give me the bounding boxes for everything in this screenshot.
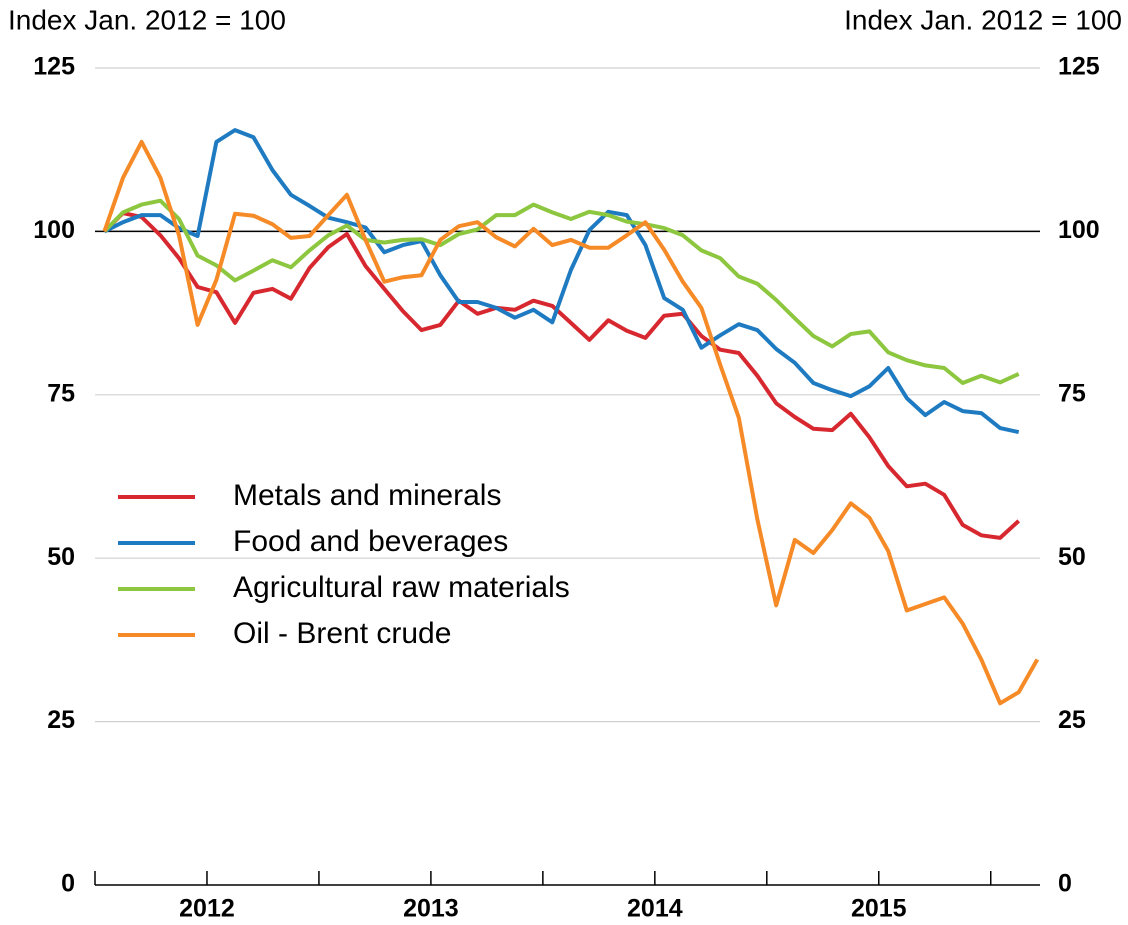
- series-line: [102, 211, 1021, 540]
- y-tick-label: 50: [47, 543, 75, 571]
- series-line: [102, 139, 1040, 706]
- y2-tick-label: 100: [1058, 216, 1100, 244]
- legend-label: Oil - Brent crude: [233, 617, 451, 650]
- y-tick-label: 25: [47, 706, 75, 734]
- x-tick-label: 2014: [627, 895, 683, 923]
- x-tick-label: 2015: [851, 895, 907, 923]
- y-tick-label: 0: [61, 870, 75, 898]
- y2-tick-label: 0: [1058, 870, 1072, 898]
- legend-label: Food and beverages: [233, 525, 508, 558]
- legend-label: Agricultural raw materials: [233, 571, 570, 604]
- y2-axis-label: Index Jan. 2012 = 100: [844, 4, 1122, 35]
- y2-tick-label: 50: [1058, 543, 1086, 571]
- x-tick-label: 2012: [179, 895, 235, 923]
- x-tick-label: 2013: [403, 895, 459, 923]
- legend-label: Metals and minerals: [233, 479, 501, 512]
- y2-tick-label: 25: [1058, 706, 1086, 734]
- y-tick-label: 75: [47, 379, 75, 407]
- y-axis-label: Index Jan. 2012 = 100: [8, 4, 286, 35]
- y2-tick-label: 75: [1058, 379, 1086, 407]
- y-tick-label: 125: [33, 53, 75, 81]
- y-tick-label: 100: [33, 216, 75, 244]
- series-line: [103, 128, 1020, 435]
- y2-tick-label: 125: [1058, 53, 1100, 81]
- series-line: [102, 198, 1020, 385]
